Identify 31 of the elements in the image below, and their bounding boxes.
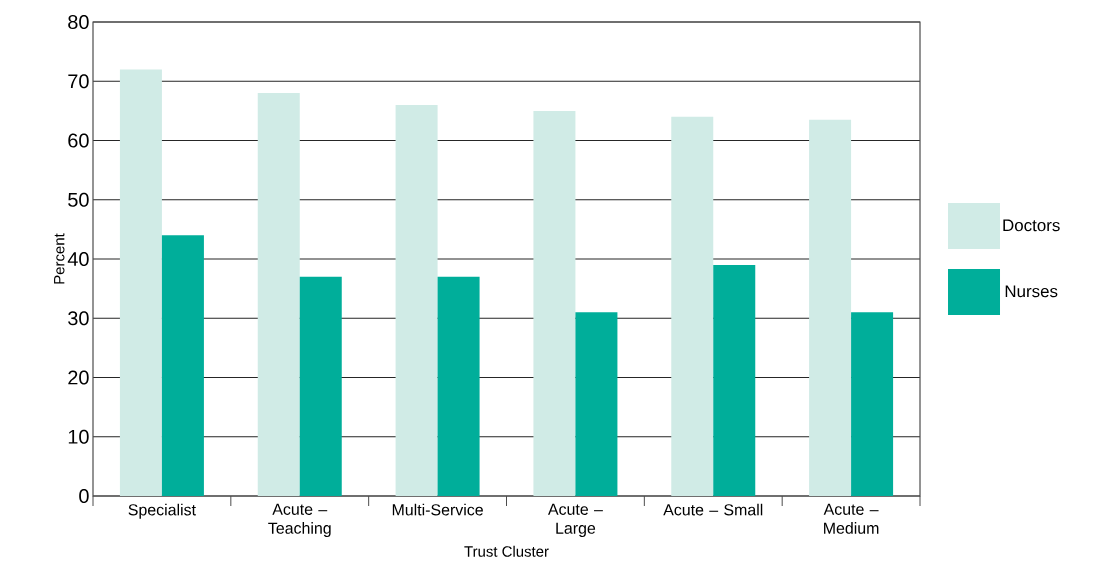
bar <box>161 235 204 496</box>
bar <box>257 93 300 496</box>
x-tick-label: Specialist <box>128 503 196 519</box>
x-tick-label: Acute – Small <box>663 503 763 516</box>
y-axis-title: Percent <box>54 233 65 284</box>
y-tick-label: 0 <box>79 488 89 504</box>
bar <box>533 110 576 496</box>
bar <box>809 119 852 496</box>
y-tick-label: 50 <box>68 192 89 207</box>
y-tick-label: 30 <box>68 311 89 326</box>
bar <box>575 312 618 496</box>
y-tick-label: 70 <box>68 74 89 89</box>
text: Nurses <box>1005 285 1058 298</box>
x-tick-label: Acute – Large <box>547 503 603 537</box>
bar <box>437 276 480 496</box>
text: Doctors <box>1003 219 1060 232</box>
y-tick-label: 40 <box>67 251 89 267</box>
x-axis-title: Trust Cluster <box>464 545 549 557</box>
y-tick-label: 10 <box>68 429 89 444</box>
bar <box>671 116 714 496</box>
x-tick-label: Multi-Service <box>392 503 483 516</box>
bar <box>119 69 162 496</box>
y-tick-label: 20 <box>68 370 89 385</box>
y-tick-label: 60 <box>68 133 89 148</box>
y-tick-label: 80 <box>68 14 89 30</box>
bar <box>299 276 342 496</box>
bar <box>395 104 438 496</box>
x-tick-label: Acute – Teaching <box>268 503 331 537</box>
x-tick-label: Acute – Medium <box>823 503 879 534</box>
bar <box>713 264 756 496</box>
bar <box>851 312 894 496</box>
